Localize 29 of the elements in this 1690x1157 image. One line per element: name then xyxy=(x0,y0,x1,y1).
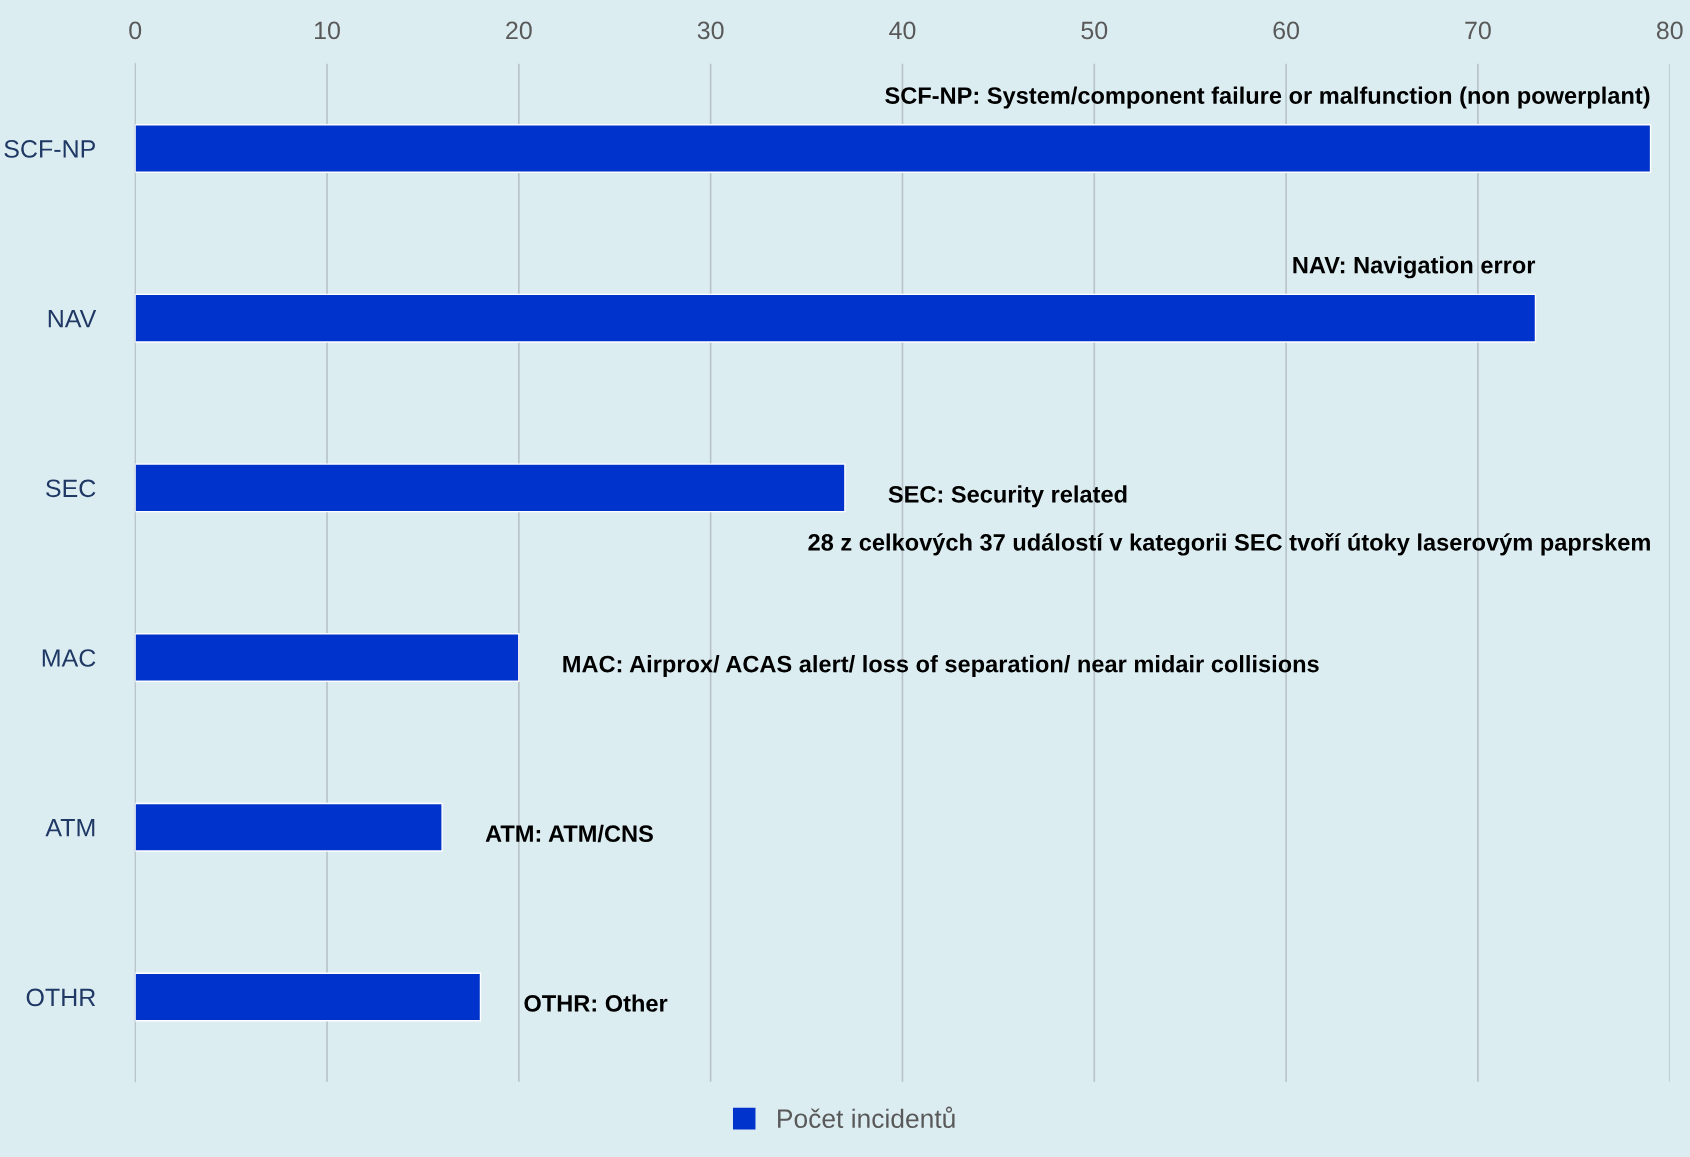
bar xyxy=(135,124,1652,173)
annotation: SCF-NP: System/component failure or malfunction (non powerplant) xyxy=(885,86,1650,109)
annotation: ATM: ATM/CNS xyxy=(485,824,653,843)
y-tick-label: SEC xyxy=(46,479,96,498)
bar xyxy=(135,802,443,852)
x-tick-label: 0 xyxy=(129,21,142,40)
y-tick-label: ATM xyxy=(45,819,95,837)
y-tick-label: NAV xyxy=(48,310,97,328)
annotation: OTHR: Other xyxy=(524,994,668,1012)
y-tick-label: SCF-NP xyxy=(4,140,95,158)
x-tick-label: 70 xyxy=(1465,21,1491,40)
bar xyxy=(135,463,846,513)
x-tick-label: 40 xyxy=(889,21,916,40)
x-tick-label: 60 xyxy=(1273,21,1300,40)
bar xyxy=(135,972,482,1022)
annotation: SEC: Security related xyxy=(888,485,1127,508)
x-tick-label: 10 xyxy=(315,21,340,40)
x-tick-label: 50 xyxy=(1081,21,1108,40)
bar xyxy=(135,293,1537,343)
y-tick-label: MAC xyxy=(42,649,96,667)
legend-label: Počet incidentů xyxy=(778,1106,955,1129)
annotation: NAV: Navigation error xyxy=(1293,256,1536,279)
bar xyxy=(135,633,520,683)
x-tick-label: 30 xyxy=(697,21,724,40)
x-tick-label: 80 xyxy=(1656,21,1683,40)
annotation: 28 z celkových 37 událostí v kategorii SEC tvoří útoky laserovým paprskem xyxy=(808,532,1650,556)
annotation: MAC: Airprox/ ACAS alert/ loss of separation/ near midair collisions xyxy=(563,655,1319,678)
y-tick-label: OTHR xyxy=(26,988,96,1007)
x-tick-label: 20 xyxy=(506,21,532,40)
